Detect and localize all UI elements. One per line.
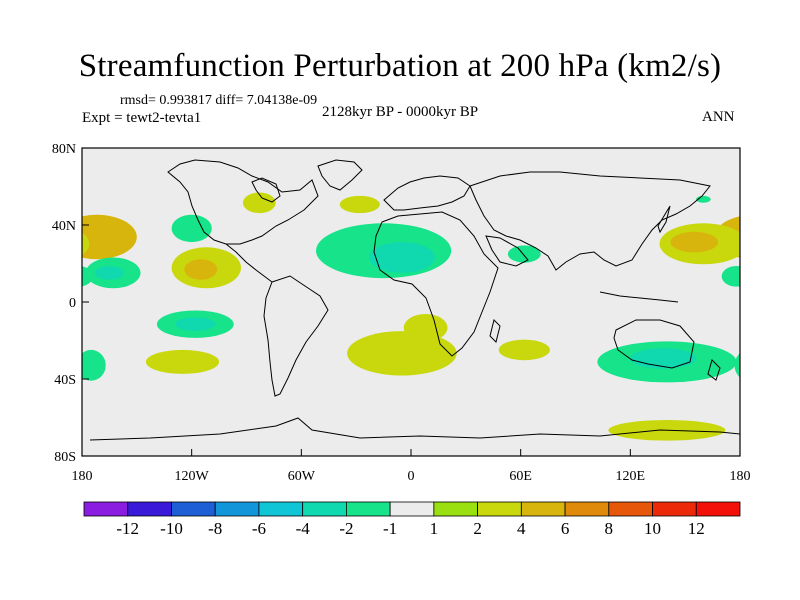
- x-tick-label: 120E: [616, 469, 646, 484]
- coast-arabia: [485, 235, 529, 267]
- anomaly-field: [0, 192, 799, 441]
- colorbar-label: -4: [296, 519, 311, 538]
- colorbar-label: 8: [605, 519, 614, 538]
- colorbar-label: 1: [430, 519, 439, 538]
- anomaly-region-17: [175, 317, 216, 332]
- experiment-label: Expt = tewt2-tevta1: [82, 110, 202, 126]
- colorbar-swatch: [171, 501, 216, 517]
- anomaly-region-25-wrap: [0, 420, 67, 441]
- anomaly-region-6: [184, 259, 218, 280]
- coast-new-zealand: [707, 359, 721, 381]
- colorbar-swatch: [520, 501, 566, 517]
- colorbar-label: -1: [383, 519, 397, 538]
- coast-north-america: [167, 159, 319, 245]
- coast-europe: [383, 175, 471, 211]
- x-tick-label: 120W: [175, 469, 210, 484]
- anomaly-region-19: [82, 349, 106, 381]
- axis-ticks: 180 120W 60W 0 60E 120E 180 80N 40N 0 40S 80S: [52, 142, 751, 484]
- anomaly-region-24-wrap: [0, 348, 38, 369]
- x-tick-label: 180: [72, 469, 93, 484]
- colorbar-swatch: [608, 501, 653, 517]
- colorbar-swatch: [83, 501, 129, 517]
- colorbar-swatch: [695, 501, 741, 517]
- colorbar-label: -8: [208, 519, 222, 538]
- colorbar-swatch: [345, 501, 391, 517]
- colorbar-label: 6: [561, 519, 570, 538]
- anomaly-region-9: [369, 242, 435, 273]
- x-tick-label: 0: [408, 469, 415, 484]
- colorbar-label: 12: [688, 519, 705, 538]
- coastlines: [89, 159, 740, 441]
- anomaly-region-10: [339, 195, 380, 214]
- anomaly-region-15-wrap: [82, 266, 93, 287]
- anomaly-region-13-wrap: [13, 232, 61, 253]
- anomaly-region-1: [82, 225, 119, 249]
- y-tick-label: 40N: [52, 219, 76, 234]
- colorbar-label: -10: [160, 519, 183, 538]
- anomaly-region-20: [347, 331, 457, 376]
- coast-greenland: [317, 159, 363, 191]
- colorbar-swatch: [433, 501, 478, 517]
- colorbar-swatch: [127, 501, 172, 517]
- map-background: [82, 148, 740, 456]
- rmsd-diff-stats: rmsd= 0.993817 diff= 7.04138e-09: [120, 93, 318, 108]
- anomaly-region-24: [630, 348, 697, 369]
- colorbar: -12 -10 -8 -6 -4 -2 -1 1 2 4 6 8 10 12: [83, 501, 741, 538]
- anomaly-region-21: [403, 314, 448, 342]
- coast-australia: [613, 319, 695, 369]
- colorbar-label: 2: [473, 519, 482, 538]
- coast-south-america: [263, 275, 329, 397]
- season-label: ANN: [702, 109, 735, 125]
- anomaly-region-14-wrap: [38, 196, 53, 203]
- coast-japan: [657, 205, 671, 234]
- x-tick-label: 180: [730, 469, 751, 484]
- period-label: 2128kyr BP - 0000kyr BP: [322, 104, 479, 120]
- anomaly-region-22: [498, 339, 550, 361]
- coast-central-america: [225, 243, 273, 283]
- colorbar-swatch: [564, 501, 610, 517]
- coast-antarctica: [89, 417, 740, 441]
- anomaly-region-2-wrap: [744, 258, 799, 289]
- y-tick-label: 80N: [52, 142, 76, 157]
- coast-asia: [469, 171, 711, 271]
- colorbar-swatch: [389, 501, 435, 517]
- y-tick-label: 40S: [54, 373, 76, 388]
- colorbar-swatch: [258, 501, 304, 517]
- colorbar-swatch: [302, 501, 347, 517]
- coast-hudson-bay: [251, 177, 281, 203]
- x-tick-label: 60W: [288, 469, 316, 484]
- colorbar-swatch: [477, 501, 522, 517]
- anomaly-region-12-wrap: [82, 232, 90, 256]
- anomaly-region-19-wrap: [734, 353, 740, 378]
- anomaly-region-7: [242, 192, 276, 214]
- anomaly-region-13: [670, 231, 719, 253]
- y-tick-label: 0: [69, 296, 76, 311]
- colorbar-label: 10: [644, 519, 661, 538]
- coast-indonesia: [599, 291, 679, 303]
- y-tick-label: 80S: [54, 450, 76, 465]
- coast-madagascar: [489, 319, 501, 343]
- anomaly-region-15: [721, 266, 740, 287]
- colorbar-label: 4: [517, 519, 526, 538]
- colorbar-label: -6: [252, 519, 266, 538]
- colorbar-swatch: [652, 501, 697, 517]
- anomaly-region-18: [145, 349, 220, 374]
- colorbar-label: -12: [116, 519, 139, 538]
- colorbar-swatch: [214, 501, 260, 517]
- colorbar-label: -2: [339, 519, 353, 538]
- chart-title: Streamfunction Perturbation at 200 hPa (…: [78, 48, 722, 84]
- anomaly-region-11: [507, 245, 541, 263]
- anomaly-region-3: [94, 266, 124, 280]
- anomaly-region-3-wrap: [753, 266, 782, 280]
- coast-africa: [373, 211, 499, 357]
- anomaly-region-4: [171, 214, 212, 243]
- x-tick-label: 60E: [509, 469, 532, 484]
